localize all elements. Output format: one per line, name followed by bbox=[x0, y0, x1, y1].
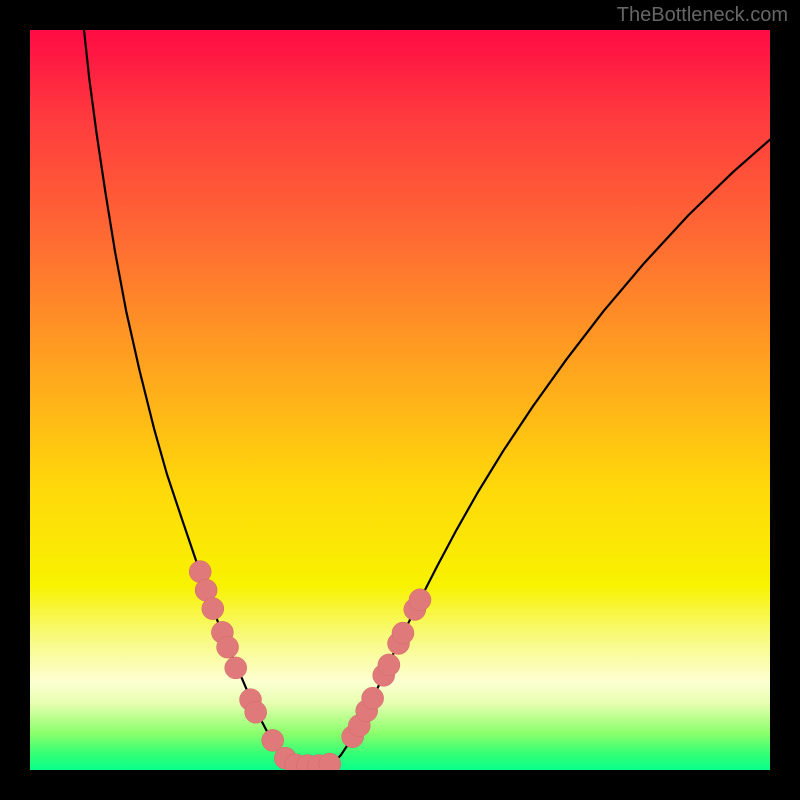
chart-svg bbox=[30, 30, 770, 770]
chart-container: TheBottleneck.com bbox=[0, 0, 800, 800]
watermark-text: TheBottleneck.com bbox=[617, 4, 788, 27]
plot-area bbox=[30, 30, 770, 770]
